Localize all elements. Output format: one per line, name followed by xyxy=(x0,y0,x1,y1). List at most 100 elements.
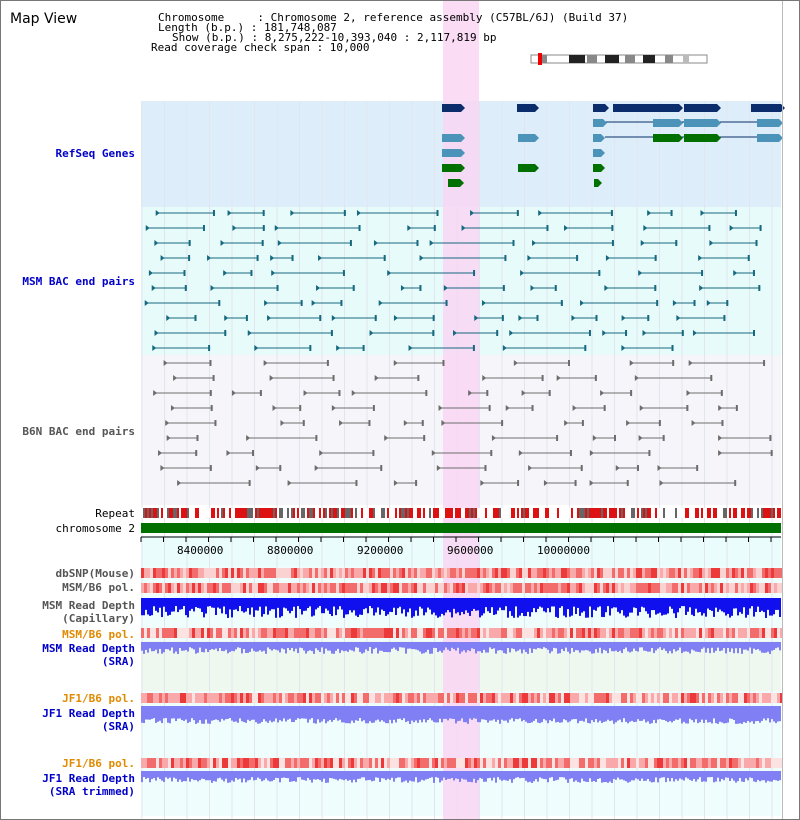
track-label-jf1-pol-2[interactable]: JF1/B6 pol. xyxy=(62,757,135,770)
depth-bar xyxy=(563,598,565,616)
depth-bar xyxy=(521,771,523,778)
depth-bar xyxy=(277,771,279,779)
depth-bar xyxy=(267,598,269,615)
depth-bar xyxy=(733,771,735,781)
repeat-mark xyxy=(547,508,549,518)
pol-heat-cell xyxy=(420,628,423,638)
pol-heat-cell xyxy=(528,693,531,703)
repeat-mark xyxy=(771,508,773,518)
bac-end xyxy=(480,480,485,486)
bac-end xyxy=(589,480,594,486)
pol-heat-cell xyxy=(609,628,612,638)
pol-heat-cell xyxy=(267,583,270,593)
repeat-mark xyxy=(373,508,375,518)
ideogram-band xyxy=(665,55,673,63)
track-label-repeat[interactable]: Repeat xyxy=(95,507,135,520)
depth-bar xyxy=(607,706,609,720)
repeat-mark xyxy=(733,508,735,518)
track-label-msm-b6-pol[interactable]: MSM/B6 pol. xyxy=(62,581,135,594)
depth-bar xyxy=(595,706,597,720)
pol-heat-cell xyxy=(567,583,570,593)
bac-end xyxy=(254,345,259,351)
depth-bar xyxy=(367,598,369,614)
depth-bar xyxy=(261,642,263,652)
pol-heat-cell xyxy=(324,693,327,703)
track-label-msm-bac[interactable]: MSM BAC end pairs xyxy=(22,275,135,288)
depth-bar xyxy=(747,706,749,722)
track-label-msm-b6-pol-2[interactable]: MSM/B6 pol. xyxy=(62,628,135,641)
depth-bar xyxy=(179,642,181,649)
repeat-mark xyxy=(583,508,585,518)
pol-heat-cell xyxy=(453,568,456,578)
depth-bar xyxy=(391,598,393,613)
track-label-jf1-pol[interactable]: JF1/B6 pol. xyxy=(62,692,135,705)
depth-bar xyxy=(421,771,423,780)
depth-bar xyxy=(597,771,599,780)
pol-heat-cell xyxy=(507,693,510,703)
pol-heat-cell xyxy=(759,568,762,578)
pol-heat-cell xyxy=(672,758,675,768)
depth-bar xyxy=(657,598,659,614)
bac-end xyxy=(630,390,633,396)
gene-feature xyxy=(613,104,679,112)
bac-end xyxy=(339,420,344,426)
pol-heat-cell xyxy=(207,583,210,593)
pol-heat-cell xyxy=(714,758,717,768)
depth-bar xyxy=(679,642,681,648)
depth-bar xyxy=(749,598,751,609)
depth-bar xyxy=(151,642,153,652)
depth-bar xyxy=(373,706,375,723)
pol-heat-cell xyxy=(207,628,210,638)
pol-heat-cell xyxy=(687,758,690,768)
track-label-jf1-trimmed[interactable]: JF1 Read Depth xyxy=(42,772,135,785)
pol-heat-cell xyxy=(378,583,381,593)
depth-bar xyxy=(367,771,369,781)
pol-heat-cell xyxy=(591,583,594,593)
depth-bar xyxy=(239,598,241,607)
depth-bar xyxy=(307,598,309,609)
pol-heat-cell xyxy=(246,758,249,768)
track-label-dbsnp[interactable]: dbSNP(Mouse) xyxy=(55,567,135,580)
depth-bar xyxy=(323,598,325,614)
bac-end xyxy=(250,270,253,276)
pol-heat-cell xyxy=(450,628,453,638)
repeat-mark xyxy=(183,508,185,518)
pol-heat-cell xyxy=(459,568,462,578)
bac-end xyxy=(208,345,211,351)
track-label-msm-depth-sra[interactable]: MSM Read Depth xyxy=(42,642,135,655)
pol-heat-cell xyxy=(534,583,537,593)
pol-heat-cell xyxy=(642,693,645,703)
repeat-mark xyxy=(679,508,681,518)
track-label-chromosome[interactable]: chromosome 2 xyxy=(55,522,135,535)
track-label-jf1-depth[interactable]: JF1 Read Depth xyxy=(42,707,135,720)
ideogram-band xyxy=(683,55,689,63)
pol-heat-cell xyxy=(675,568,678,578)
pol-heat-cell xyxy=(336,568,339,578)
depth-bar xyxy=(449,706,451,719)
pol-heat-cell xyxy=(360,628,363,638)
depth-bar xyxy=(701,598,703,616)
depth-bar xyxy=(647,771,649,779)
track-label-msm-depth-capillary[interactable]: MSM Read Depth xyxy=(42,599,135,612)
repeat-mark xyxy=(741,508,743,518)
pol-heat-cell xyxy=(738,583,741,593)
depth-bar xyxy=(425,706,427,723)
pol-heat-cell xyxy=(423,758,426,768)
depth-bar xyxy=(205,706,207,720)
pol-heat-cell xyxy=(204,693,207,703)
bac-end xyxy=(696,465,699,471)
depth-bar xyxy=(201,706,203,724)
bac-end xyxy=(331,405,336,411)
pol-heat-cell xyxy=(744,758,747,768)
track-label-refseq[interactable]: RefSeq Genes xyxy=(55,147,135,160)
pol-heat-cell xyxy=(651,628,654,638)
track-label-b6n-bac[interactable]: B6N BAC end pairs xyxy=(22,425,135,438)
depth-bar xyxy=(259,598,261,607)
pol-heat-cell xyxy=(393,583,396,593)
depth-bar xyxy=(333,598,335,607)
depth-bar xyxy=(601,771,603,783)
depth-bar xyxy=(657,771,659,783)
repeat-mark xyxy=(281,508,283,518)
repeat-mark xyxy=(755,508,757,518)
